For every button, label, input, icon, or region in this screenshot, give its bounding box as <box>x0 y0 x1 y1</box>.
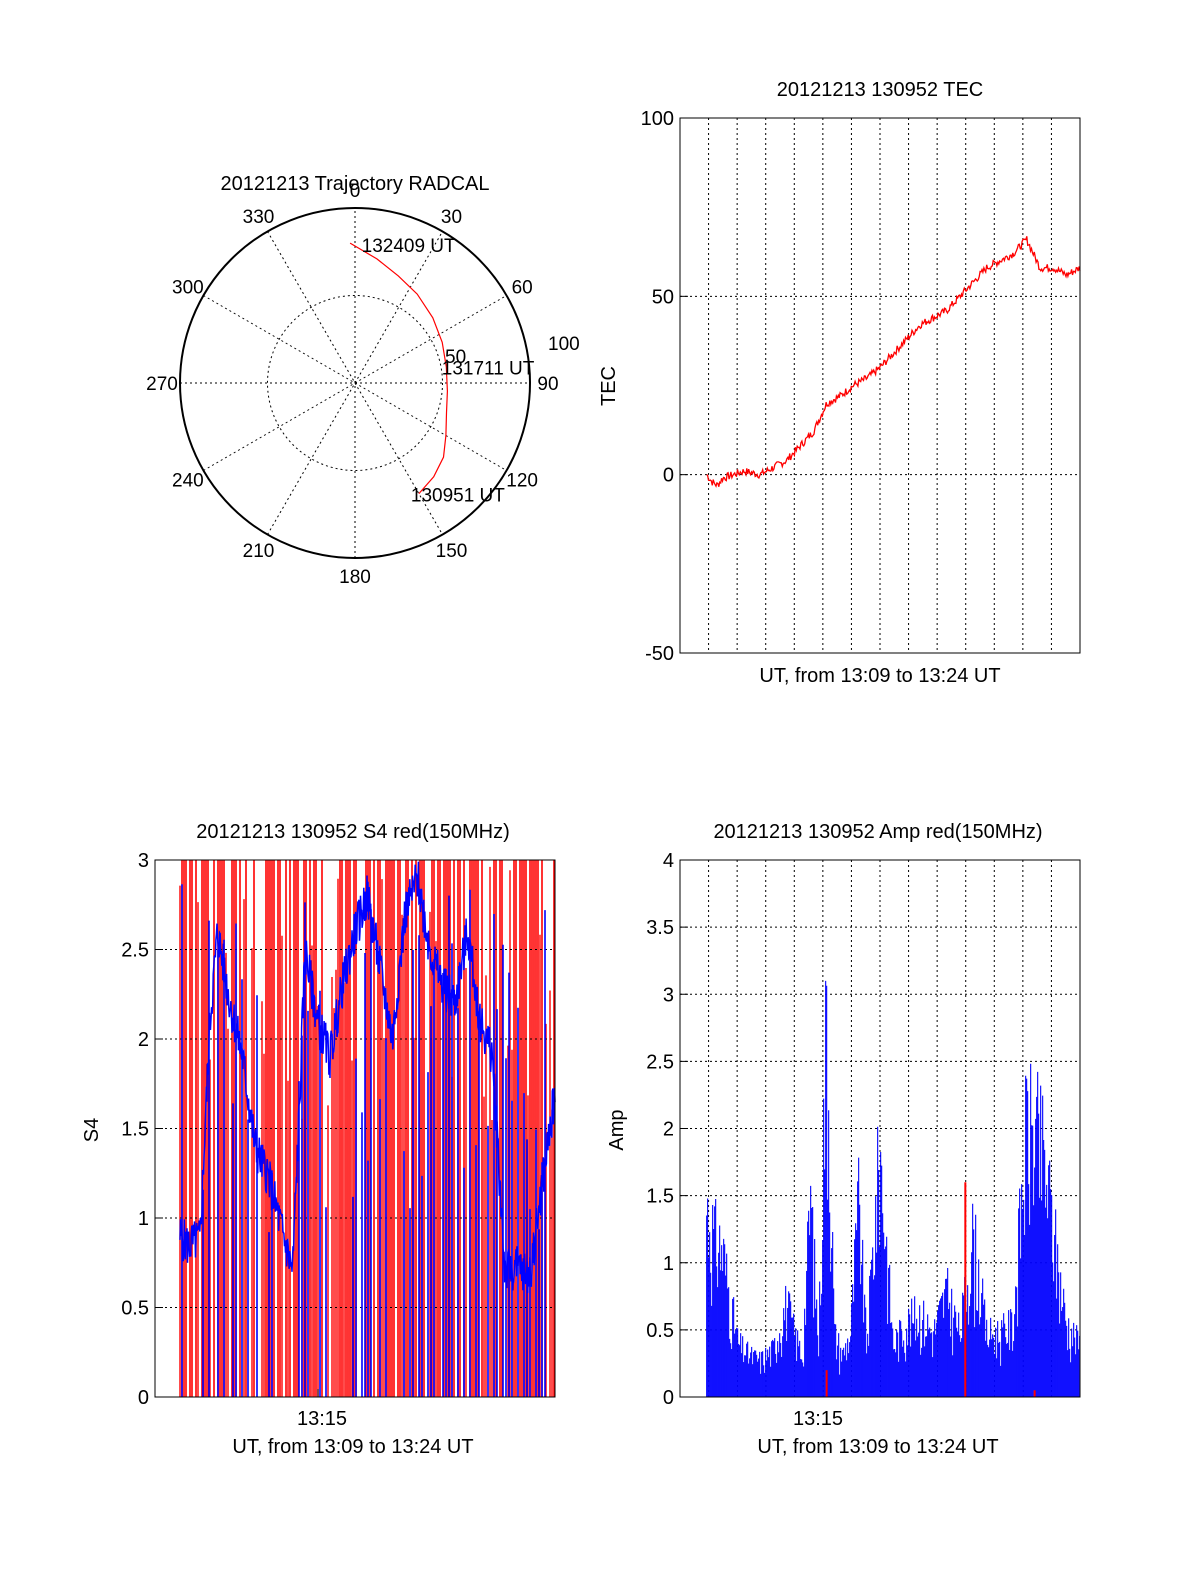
y-tick-label: 100 <box>641 108 674 130</box>
polar-azimuth-label: 330 <box>243 207 275 228</box>
s4-blue-spikes <box>181 884 546 1397</box>
y-tick-label: 0 <box>663 465 674 487</box>
tec-plot: 20121213 130952 TEC -50 0 50 100 TEC UT, fr… <box>598 79 1081 687</box>
polar-azimuth-labels: 0 30 60 90 120 150 180 210 240 270 300 330 <box>146 181 558 588</box>
amp-title: 20121213 130952 Amp red(150MHz) <box>713 821 1042 843</box>
s4-x-axis-label: UT, from 13:09 to 13:24 UT <box>232 1436 473 1458</box>
amp-x-tick-label: 13:15 <box>793 1408 843 1430</box>
amp-plot-frame <box>679 859 1081 1398</box>
polar-spoke <box>267 231 443 535</box>
y-tick-label: -50 <box>645 643 674 665</box>
polar-azimuth-label: 90 <box>537 374 558 395</box>
y-tick-label: 1 <box>663 1253 674 1275</box>
y-tick-label: 2 <box>663 1119 674 1141</box>
tec-plot-frame <box>679 117 1081 654</box>
trajectory-end-time-label: 132409 UT <box>362 236 456 257</box>
y-tick-label: 0.5 <box>646 1320 674 1342</box>
polar-azimuth-label: 150 <box>436 541 468 562</box>
trajectory-mid-time-label: 131711 UT <box>442 358 535 379</box>
s4-y-tick-labels: 0 0.5 1 1.5 2 2.5 3 <box>121 850 149 1409</box>
tec-series-line <box>706 236 1081 488</box>
amp-x-axis-label: UT, from 13:09 to 13:24 UT <box>757 1436 998 1458</box>
polar-azimuth-label: 60 <box>512 278 533 299</box>
y-tick-label: 3.5 <box>646 917 674 939</box>
polar-ring-label: 50 <box>445 347 466 368</box>
y-tick-label: 2.5 <box>121 940 149 962</box>
y-tick-label: 3 <box>663 984 674 1006</box>
tec-title: 20121213 130952 TEC <box>777 79 983 101</box>
polar-azimuth-label: 0 <box>350 181 361 202</box>
polar-azimuth-label: 270 <box>146 374 178 395</box>
polar-ring-50 <box>267 295 443 471</box>
polar-azimuth-label: 180 <box>339 567 371 588</box>
y-tick-label: 1.5 <box>121 1119 149 1141</box>
y-tick-label: 2 <box>138 1029 149 1051</box>
y-tick-label: 3 <box>138 850 149 872</box>
s4-plot: 20121213 130952 S4 red(150MHz) 0 0.5 1 1.5 2… <box>81 821 556 1458</box>
tec-gridlines <box>680 117 1080 654</box>
polar-azimuth-label: 300 <box>172 278 204 299</box>
amp-red-series <box>825 1182 1036 1397</box>
s4-title: 20121213 130952 S4 red(150MHz) <box>196 821 510 843</box>
y-tick-label: 0.5 <box>121 1298 149 1320</box>
polar-azimuth-label: 30 <box>441 207 462 228</box>
tec-x-axis-label: UT, from 13:09 to 13:24 UT <box>759 665 1000 687</box>
amp-plot: 20121213 130952 Amp red(150MHz) 0 0.5 1 1.5… <box>606 821 1081 1458</box>
amp-y-tick-labels: 0 0.5 1 1.5 2 2.5 3 3.5 4 <box>646 850 674 1409</box>
trajectory-track-line <box>349 242 449 494</box>
s4-y-axis-label: S4 <box>81 1118 103 1142</box>
polar-spokes <box>180 208 530 558</box>
y-tick-label: 0 <box>138 1387 149 1409</box>
polar-azimuth-label: 240 <box>172 471 204 492</box>
y-tick-label: 1.5 <box>646 1186 674 1208</box>
y-tick-label: 1 <box>138 1208 149 1230</box>
s4-plot-frame <box>154 859 556 1398</box>
trajectory-polar-plot: 20121213 Trajectory RADCAL 0 30 60 90 120 150… <box>146 173 580 588</box>
trajectory-title: 20121213 Trajectory RADCAL <box>220 173 489 195</box>
s4-x-tick-label: 13:15 <box>297 1408 347 1430</box>
y-tick-label: 2.5 <box>646 1051 674 1073</box>
trajectory-start-time-label: 130951 UT <box>411 486 505 507</box>
polar-azimuth-label: 210 <box>243 541 275 562</box>
amp-blue-series <box>706 980 1081 1397</box>
y-tick-label: 0 <box>663 1387 674 1409</box>
y-tick-label: 50 <box>652 286 674 308</box>
tec-y-axis-label: TEC <box>598 366 620 406</box>
y-tick-label: 4 <box>663 850 674 872</box>
tec-y-tick-labels: -50 0 50 100 <box>641 108 674 665</box>
amp-y-axis-label: Amp <box>606 1109 628 1150</box>
polar-ring-label: 100 <box>548 334 580 355</box>
polar-azimuth-label: 120 <box>506 471 538 492</box>
